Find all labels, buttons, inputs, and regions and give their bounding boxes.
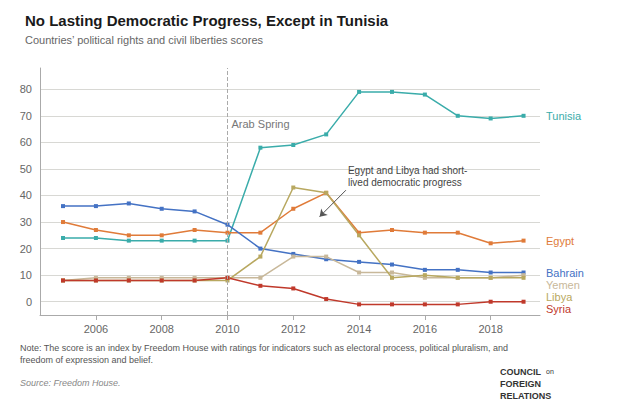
svg-text:Egypt: Egypt [546,235,574,247]
svg-text:RELATIONS: RELATIONS [500,391,551,401]
svg-text:2014: 2014 [347,323,371,335]
svg-text:lived democratic progress: lived democratic progress [348,177,462,188]
svg-text:2006: 2006 [84,323,108,335]
svg-text:2008: 2008 [149,323,173,335]
svg-text:No Lasting Democratic Progress: No Lasting Democratic Progress, Except i… [25,12,389,29]
svg-text:Countries’ political rights an: Countries’ political rights and civil li… [25,34,264,46]
svg-text:Bahrain: Bahrain [546,267,584,279]
svg-text:80: 80 [20,83,32,95]
svg-text:Source: Freedom House.: Source: Freedom House. [20,378,121,388]
svg-text:COUNCIL: COUNCIL [500,367,541,377]
svg-text:FOREIGN: FOREIGN [500,379,541,389]
svg-text:70: 70 [20,110,32,122]
svg-text:0: 0 [26,296,32,308]
svg-text:Arab Spring: Arab Spring [232,118,290,130]
svg-text:40: 40 [20,189,32,201]
svg-text:on: on [546,368,554,375]
svg-text:freedom of expression and beli: freedom of expression and belief. [20,355,153,365]
svg-text:50: 50 [20,163,32,175]
svg-text:60: 60 [20,136,32,148]
svg-text:Yemen: Yemen [546,279,580,291]
svg-text:20: 20 [20,243,32,255]
svg-text:30: 30 [20,216,32,228]
svg-text:Note: The score is an index by: Note: The score is an index by Freedom H… [20,343,508,353]
svg-text:Libya: Libya [546,291,573,303]
svg-text:2016: 2016 [413,323,437,335]
svg-text:2010: 2010 [215,323,239,335]
svg-text:Tunisia: Tunisia [546,110,582,122]
svg-text:2018: 2018 [478,323,502,335]
svg-text:Syria: Syria [546,303,572,315]
svg-text:Egypt and Libya had short-: Egypt and Libya had short- [348,165,468,176]
svg-text:10: 10 [20,269,32,281]
svg-text:2012: 2012 [281,323,305,335]
